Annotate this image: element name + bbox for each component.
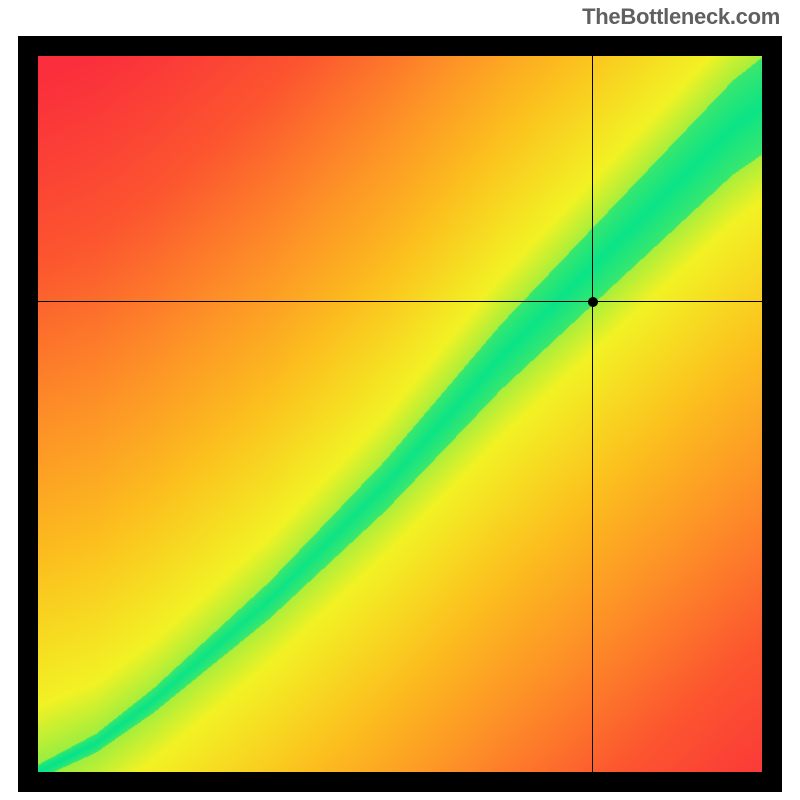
crosshair-vertical: [592, 56, 593, 772]
watermark-text: TheBottleneck.com: [582, 4, 780, 30]
plot-border: [18, 36, 782, 792]
crosshair-marker: [588, 297, 598, 307]
figure-container: TheBottleneck.com: [0, 0, 800, 800]
plot-area: [38, 56, 762, 772]
crosshair-horizontal: [38, 301, 762, 302]
heatmap-canvas: [38, 56, 762, 772]
